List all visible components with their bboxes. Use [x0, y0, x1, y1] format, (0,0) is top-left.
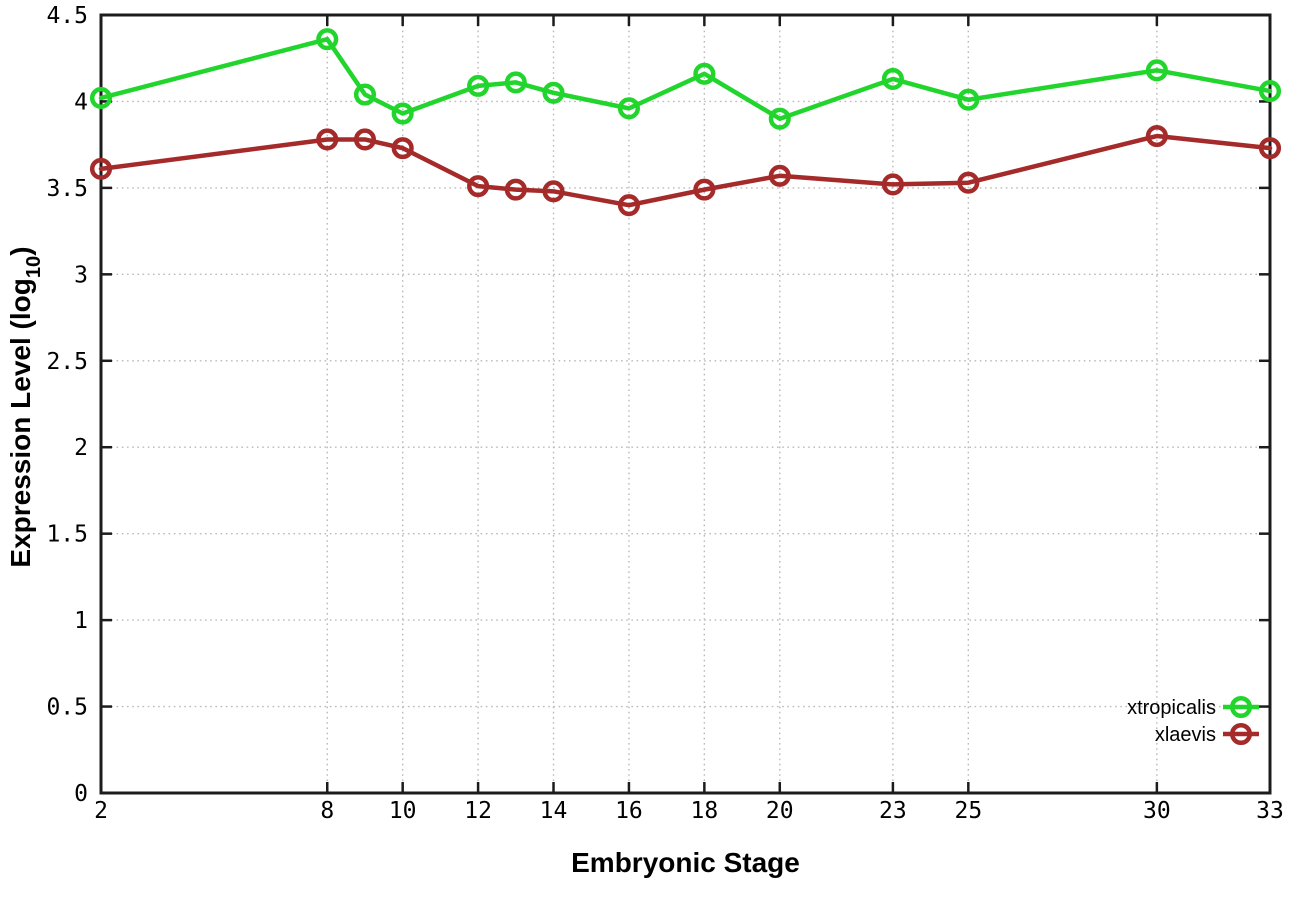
- x-tick-label: 10: [389, 798, 417, 824]
- plot-border: [99, 13, 1272, 795]
- y-tick-label: 1.5: [46, 522, 88, 548]
- data-point-marker-xlaevis: [542, 180, 565, 203]
- data-point-marker-xlaevis: [504, 178, 527, 201]
- data-point-marker-xlaevis: [391, 137, 414, 160]
- y-tick-label: 2.5: [46, 349, 88, 375]
- y-tick-label: 2: [74, 435, 88, 461]
- y-tick-label: 3: [74, 262, 88, 288]
- x-tick-label: 23: [879, 798, 907, 824]
- x-tick-label: 18: [691, 798, 719, 824]
- legend-label-xlaevis: xlaevis: [1155, 724, 1216, 746]
- data-point-marker-xlaevis: [1258, 137, 1282, 160]
- data-point-marker-xtropicalis: [504, 71, 527, 94]
- x-tick-label: 14: [540, 798, 568, 824]
- data-point-marker-xlaevis: [89, 157, 113, 180]
- data-point-marker-xlaevis: [957, 171, 980, 194]
- x-tick-label: 12: [464, 798, 492, 824]
- data-point-marker-xtropicalis: [89, 86, 113, 110]
- legend-sample-marker-xtropicalis: [1229, 695, 1253, 719]
- y-tick-label: 4: [74, 89, 88, 115]
- x-tick-label: 2: [94, 798, 108, 824]
- data-point-marker-xtropicalis: [542, 81, 565, 104]
- data-point-marker-xlaevis: [768, 164, 791, 187]
- y-tick-label: 0.5: [46, 695, 88, 721]
- data-point-marker-xlaevis: [693, 178, 716, 201]
- x-tick-label: 33: [1256, 798, 1284, 824]
- series-line-xlaevis: [98, 133, 1273, 208]
- x-tick-label: 20: [766, 798, 794, 824]
- data-point-marker-xtropicalis: [881, 67, 904, 91]
- data-point-marker-xlaevis: [881, 173, 904, 196]
- data-point-marker-xtropicalis: [1145, 59, 1168, 82]
- y-axis-title-subscript: 10: [23, 255, 46, 279]
- data-point-marker-xtropicalis: [957, 88, 980, 111]
- y-tick-label: 0: [74, 781, 88, 807]
- data-point-marker-xtropicalis: [353, 83, 377, 106]
- data-point-marker-xlaevis: [353, 128, 377, 151]
- y-axis-title-text: Expression Level (log: [5, 278, 37, 568]
- data-point-marker-xtropicalis: [467, 74, 490, 97]
- x-tick-label: 30: [1143, 798, 1171, 824]
- data-point-marker-xtropicalis: [1258, 80, 1282, 103]
- data-point-marker-xlaevis: [1145, 124, 1168, 148]
- x-tick-label: 25: [954, 798, 982, 824]
- data-point-marker-xlaevis: [316, 128, 339, 151]
- x-axis-title: Embryonic Stage: [571, 847, 800, 878]
- data-point-marker-xtropicalis: [693, 62, 716, 85]
- data-point-marker-xtropicalis: [316, 28, 339, 51]
- data-point-marker-xlaevis: [467, 175, 490, 198]
- x-tick-label: 16: [615, 798, 643, 824]
- data-point-marker-xtropicalis: [617, 97, 640, 120]
- legend-sample-marker-xlaevis: [1229, 722, 1253, 746]
- y-tick-label: 3.5: [46, 176, 88, 202]
- y-axis-title: Expression Level (log10): [5, 246, 45, 568]
- x-tick-label: 8: [320, 798, 334, 824]
- y-tick-label: 1: [74, 608, 88, 634]
- y-tick-label: 4.5: [46, 3, 88, 29]
- data-point-marker-xlaevis: [617, 194, 640, 217]
- legend-label-xtropicalis: xtropicalis: [1127, 697, 1216, 719]
- y-axis-title-suffix: ): [5, 246, 37, 256]
- data-point-marker-xtropicalis: [391, 102, 414, 125]
- data-point-marker-xtropicalis: [768, 107, 791, 130]
